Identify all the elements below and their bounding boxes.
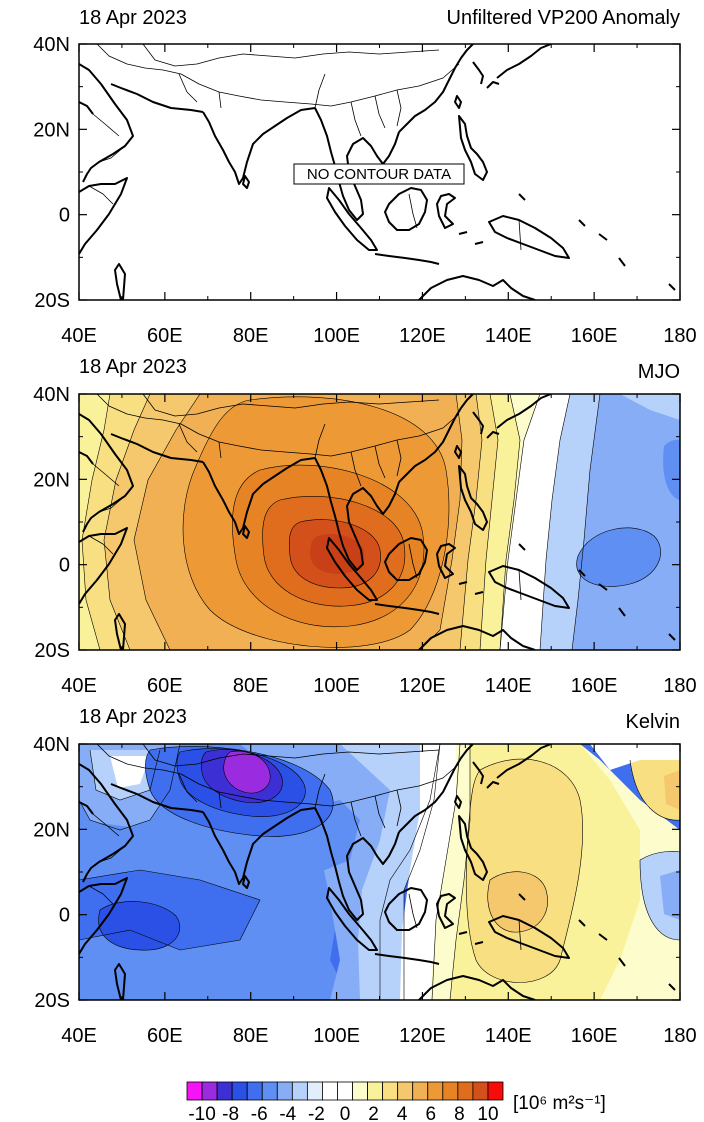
panel-unfiltered-title: Unfiltered VP200 Anomaly <box>447 7 680 29</box>
colorbar-swatch <box>487 1081 504 1101</box>
x-tick-label: 180 <box>663 675 696 697</box>
colorbar-label: -10 <box>188 1104 215 1122</box>
colorbar-swatches <box>186 1081 504 1101</box>
x-tick-label: 120E <box>399 675 446 697</box>
x-tick-label: 140E <box>485 325 532 347</box>
colorbar: -10 -8 -6 -4 -2 0 2 4 6 8 10 [10⁶ m²s⁻¹] <box>186 1081 606 1122</box>
axes-mjo: 40E 60E 80E 100E 120E 140E 160E 180 40N 20N 0 20S <box>33 384 696 697</box>
colorbar-swatch <box>186 1081 203 1101</box>
y-tick-label: 20N <box>33 119 70 141</box>
no-data-box <box>293 163 465 185</box>
panel-unfiltered: 18 Apr 2023 Unfiltered VP200 Anomaly NO … <box>33 7 696 347</box>
y-tick-label: 20N <box>33 819 70 841</box>
colorbar-swatch <box>261 1081 278 1101</box>
panel-kelvin-date: 18 Apr 2023 <box>79 706 187 728</box>
x-tick-label: 80E <box>233 675 269 697</box>
colorbar-swatch <box>276 1081 293 1101</box>
colorbar-swatch <box>352 1081 368 1101</box>
colorbar-swatch <box>291 1081 308 1101</box>
x-tick-label: 60E <box>147 675 183 697</box>
colorbar-label: -6 <box>251 1104 268 1122</box>
y-tick-label: 0 <box>59 905 70 927</box>
colorbar-label: 2 <box>368 1104 379 1122</box>
y-tick-label: 40N <box>33 384 70 406</box>
x-tick-label: 180 <box>663 1025 696 1047</box>
colorbar-label: 6 <box>425 1104 436 1122</box>
y-tick-label: 40N <box>33 34 70 56</box>
y-tick-label: 20S <box>34 640 70 662</box>
colorbar-units: [10⁶ m²s⁻¹] <box>513 1093 606 1114</box>
colorbar-swatch <box>457 1081 474 1101</box>
x-tick-label: 120E <box>399 325 446 347</box>
x-tick-label: 40E <box>61 325 97 347</box>
x-tick-label: 40E <box>61 675 97 697</box>
colorbar-swatch <box>201 1081 218 1101</box>
colorbar-label: 10 <box>477 1104 498 1122</box>
colorbar-labels: -10 -8 -6 -4 -2 0 2 4 6 8 10 <box>188 1104 498 1122</box>
axes-unfiltered: 40E 60E 80E 100E 120E 140E 160E 180 40N 20N 0 20S <box>33 34 696 347</box>
panel-mjo-title: MJO <box>638 361 680 383</box>
y-tick-label: 20S <box>34 990 70 1012</box>
y-tick-label: 20N <box>33 469 70 491</box>
x-tick-label: 100E <box>313 325 360 347</box>
y-tick-label: 0 <box>59 555 70 577</box>
colorbar-label: 4 <box>397 1104 408 1122</box>
x-tick-label: 140E <box>485 1025 532 1047</box>
colorbar-swatch <box>367 1081 384 1101</box>
panel-kelvin: 18 Apr 2023 Kelvin <box>33 706 696 1047</box>
panel-unfiltered-date: 18 Apr 2023 <box>79 7 187 29</box>
y-tick-label: 40N <box>33 734 70 756</box>
x-tick-label: 160E <box>571 675 618 697</box>
colorbar-swatch <box>382 1081 399 1101</box>
colorbar-label: -8 <box>222 1104 239 1122</box>
colorbar-label: 0 <box>340 1104 351 1122</box>
colorbar-swatch <box>306 1081 323 1101</box>
x-tick-label: 60E <box>147 1025 183 1047</box>
x-tick-label: 100E <box>313 675 360 697</box>
colorbar-swatch <box>442 1081 459 1101</box>
x-tick-label: 120E <box>399 1025 446 1047</box>
colorbar-swatch <box>216 1081 233 1101</box>
panel-mjo: 18 Apr 2023 MJO <box>33 356 696 697</box>
no-contour-data-label: NO CONTOUR DATA <box>307 166 451 183</box>
y-tick-label: 0 <box>59 205 70 227</box>
x-tick-label: 80E <box>233 325 269 347</box>
mjo-shading <box>79 394 680 650</box>
y-tick-label: 20S <box>34 290 70 312</box>
kelvin-shading <box>79 744 680 1000</box>
x-tick-label: 40E <box>61 1025 97 1047</box>
panel-kelvin-title: Kelvin <box>626 711 680 733</box>
colorbar-swatch <box>472 1081 489 1101</box>
colorbar-swatch <box>412 1081 429 1101</box>
colorbar-swatch <box>231 1081 248 1101</box>
colorbar-swatch <box>337 1081 353 1101</box>
axes-kelvin: 40E 60E 80E 100E 120E 140E 160E 180 40N 20N 0 20S <box>33 734 696 1047</box>
colorbar-label: -2 <box>308 1104 325 1122</box>
colorbar-label: -4 <box>279 1104 296 1122</box>
colorbar-swatch <box>322 1081 338 1101</box>
x-tick-label: 60E <box>147 325 183 347</box>
x-tick-label: 180 <box>663 325 696 347</box>
panel-mjo-date: 18 Apr 2023 <box>79 356 187 378</box>
colorbar-swatch <box>397 1081 414 1101</box>
colorbar-label: 8 <box>454 1104 465 1122</box>
x-tick-label: 100E <box>313 1025 360 1047</box>
colorbar-swatch <box>427 1081 444 1101</box>
x-tick-label: 160E <box>571 325 618 347</box>
x-tick-label: 140E <box>485 675 532 697</box>
x-tick-label: 160E <box>571 1025 618 1047</box>
x-tick-label: 80E <box>233 1025 269 1047</box>
colorbar-swatch <box>246 1081 263 1101</box>
